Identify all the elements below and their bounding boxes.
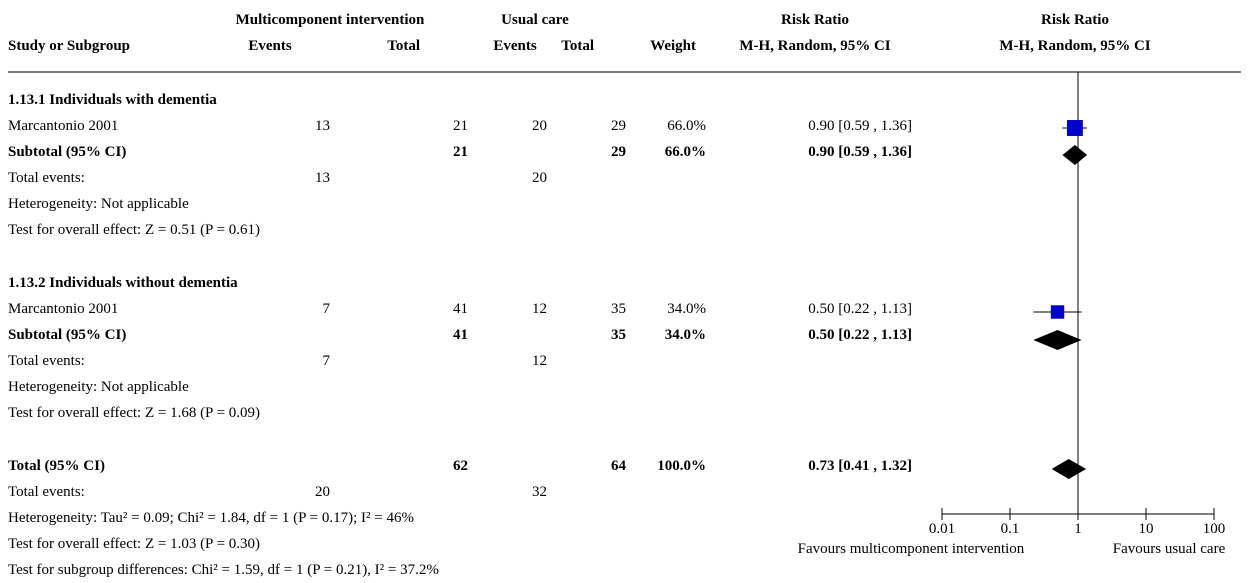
- subtotal-total1: 21: [453, 144, 468, 160]
- events1-header: Events: [248, 38, 292, 54]
- subtotal-total1: 41: [453, 327, 468, 343]
- subtotal-label: Subtotal (95% CI): [8, 144, 127, 160]
- subgroup1-title: 1.13.1 Individuals with dementia: [8, 92, 217, 108]
- study-point: [1050, 305, 1065, 319]
- subtotal-total2: 29: [611, 144, 626, 160]
- total2-value: 29: [611, 118, 626, 134]
- total-total2: 64: [611, 458, 626, 474]
- subtotal-ci: 0.90 [0.59 , 1.36]: [808, 144, 912, 160]
- subtotal-weight: 34.0%: [664, 327, 706, 343]
- heterogeneity-text: Heterogeneity: Not applicable: [8, 196, 189, 212]
- subtotal-diamond: [1062, 145, 1088, 165]
- subgroup2-title: 1.13.2 Individuals without dementia: [8, 275, 238, 291]
- total1-value: 21: [453, 118, 468, 134]
- method-plot-header: M-H, Random, 95% CI: [999, 38, 1151, 54]
- total1-header: Total: [387, 38, 420, 54]
- total2-value: 35: [611, 301, 626, 317]
- risk-ratio-header: Risk Ratio: [781, 12, 849, 28]
- subgroup-differences-text: Test for subgroup differences: Chi² = 1.…: [8, 562, 439, 578]
- events1-value: 13: [315, 118, 330, 134]
- heterogeneity-text: Heterogeneity: Not applicable: [8, 379, 189, 395]
- x-tick-label: 100: [1203, 521, 1226, 537]
- study-point: [1066, 120, 1083, 136]
- subtotal-ci: 0.50 [0.22 , 1.13]: [808, 327, 912, 343]
- study-name: Marcantonio 2001: [8, 118, 119, 134]
- subtotal-diamond: [1033, 330, 1082, 350]
- weight-value: 66.0%: [667, 118, 706, 134]
- x-tick-label: 0.1: [1001, 521, 1020, 537]
- events2-header: Events: [493, 38, 537, 54]
- study-name: Marcantonio 2001: [8, 301, 119, 317]
- total-events1: 7: [322, 353, 331, 369]
- total-events1: 20: [315, 484, 330, 500]
- total-events-label: Total events:: [8, 170, 85, 186]
- total-total1: 62: [453, 458, 468, 474]
- method-header: M-H, Random, 95% CI: [739, 38, 891, 54]
- subtotal-label: Subtotal (95% CI): [8, 327, 127, 343]
- overall-effect-text: Test for overall effect: Z = 1.68 (P = 0…: [8, 405, 261, 421]
- events2-value: 20: [532, 118, 547, 134]
- weight-header: Weight: [650, 38, 696, 54]
- group2-header: Usual care: [501, 12, 569, 28]
- total-events-label: Total events:: [8, 353, 85, 369]
- total2-header: Total: [561, 38, 594, 54]
- events1-value: 7: [322, 301, 331, 317]
- x-tick-label: 10: [1139, 521, 1154, 537]
- total-events1: 13: [315, 170, 330, 186]
- x-tick-label: 1: [1074, 521, 1082, 537]
- overall-diamond: [1051, 459, 1087, 479]
- total-ci: 0.73 [0.41 , 1.32]: [808, 458, 912, 474]
- total1-value: 41: [453, 301, 468, 317]
- heterogeneity-text: Heterogeneity: Tau² = 0.09; Chi² = 1.84,…: [8, 510, 414, 526]
- overall-effect-text: Test for overall effect: Z = 1.03 (P = 0…: [8, 536, 261, 552]
- overall-effect-text: Test for overall effect: Z = 0.51 (P = 0…: [8, 222, 261, 238]
- ci-value: 0.50 [0.22 , 1.13]: [808, 301, 912, 317]
- events2-value: 12: [532, 301, 547, 317]
- group1-header: Multicomponent intervention: [235, 12, 425, 28]
- x-tick-label: 0.01: [929, 521, 955, 537]
- total-events2: 20: [532, 170, 547, 186]
- subtotal-weight: 66.0%: [664, 144, 706, 160]
- total-events-label: Total events:: [8, 484, 85, 500]
- total-label: Total (95% CI): [8, 458, 105, 474]
- total-events2: 32: [532, 484, 547, 500]
- total-weight: 100.0%: [657, 458, 706, 474]
- favours-left-label: Favours multicomponent intervention: [798, 541, 1025, 557]
- favours-right-label: Favours usual care: [1113, 541, 1226, 557]
- subtotal-total2: 35: [611, 327, 626, 343]
- total-events2: 12: [532, 353, 547, 369]
- study-column-header: Study or Subgroup: [8, 38, 131, 54]
- weight-value: 34.0%: [667, 301, 706, 317]
- risk-ratio-plot-header: Risk Ratio: [1041, 12, 1109, 28]
- ci-value: 0.90 [0.59 , 1.36]: [808, 118, 912, 134]
